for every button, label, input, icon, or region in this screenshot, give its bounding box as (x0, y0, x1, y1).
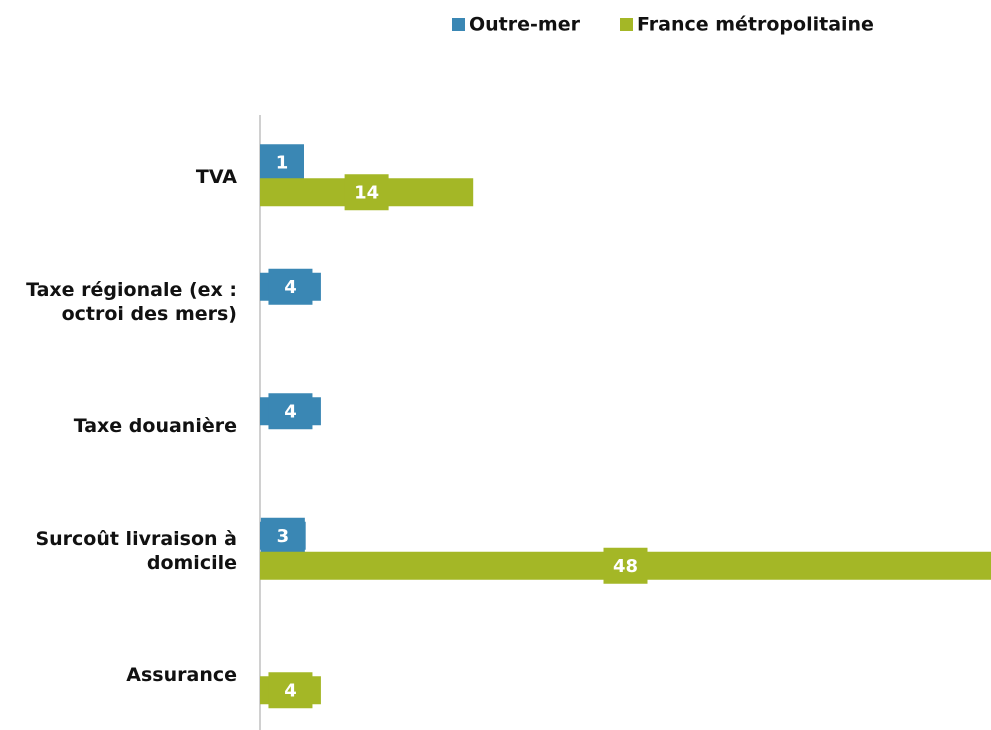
value-label-box (268, 672, 313, 709)
value-label-box (344, 174, 389, 211)
value-label: 48 (613, 556, 638, 577)
value-label: 14 (354, 182, 379, 203)
value-label-box (260, 144, 304, 181)
category-label: Assurance (126, 664, 237, 687)
category-label: Taxe régionale (ex : octroi des mers) (26, 278, 237, 325)
value-label-box (260, 517, 305, 554)
value-label: 4 (284, 401, 297, 422)
value-label: 3 (277, 526, 290, 547)
category-label: Taxe douanière (73, 415, 237, 438)
legend-swatch (620, 18, 633, 31)
value-label: 1 (276, 152, 289, 173)
value-label: 4 (284, 680, 297, 701)
value-label-box (603, 547, 648, 584)
value-label-box (268, 268, 313, 305)
legend-label: Outre-mer (469, 14, 581, 36)
legend-label: France métropolitaine (637, 14, 874, 36)
value-label-box (268, 393, 313, 430)
category-label: TVA (195, 166, 237, 189)
value-label: 4 (284, 277, 297, 298)
category-label: Surcoût livraison à domicile (35, 527, 237, 574)
legend-swatch (452, 18, 465, 31)
